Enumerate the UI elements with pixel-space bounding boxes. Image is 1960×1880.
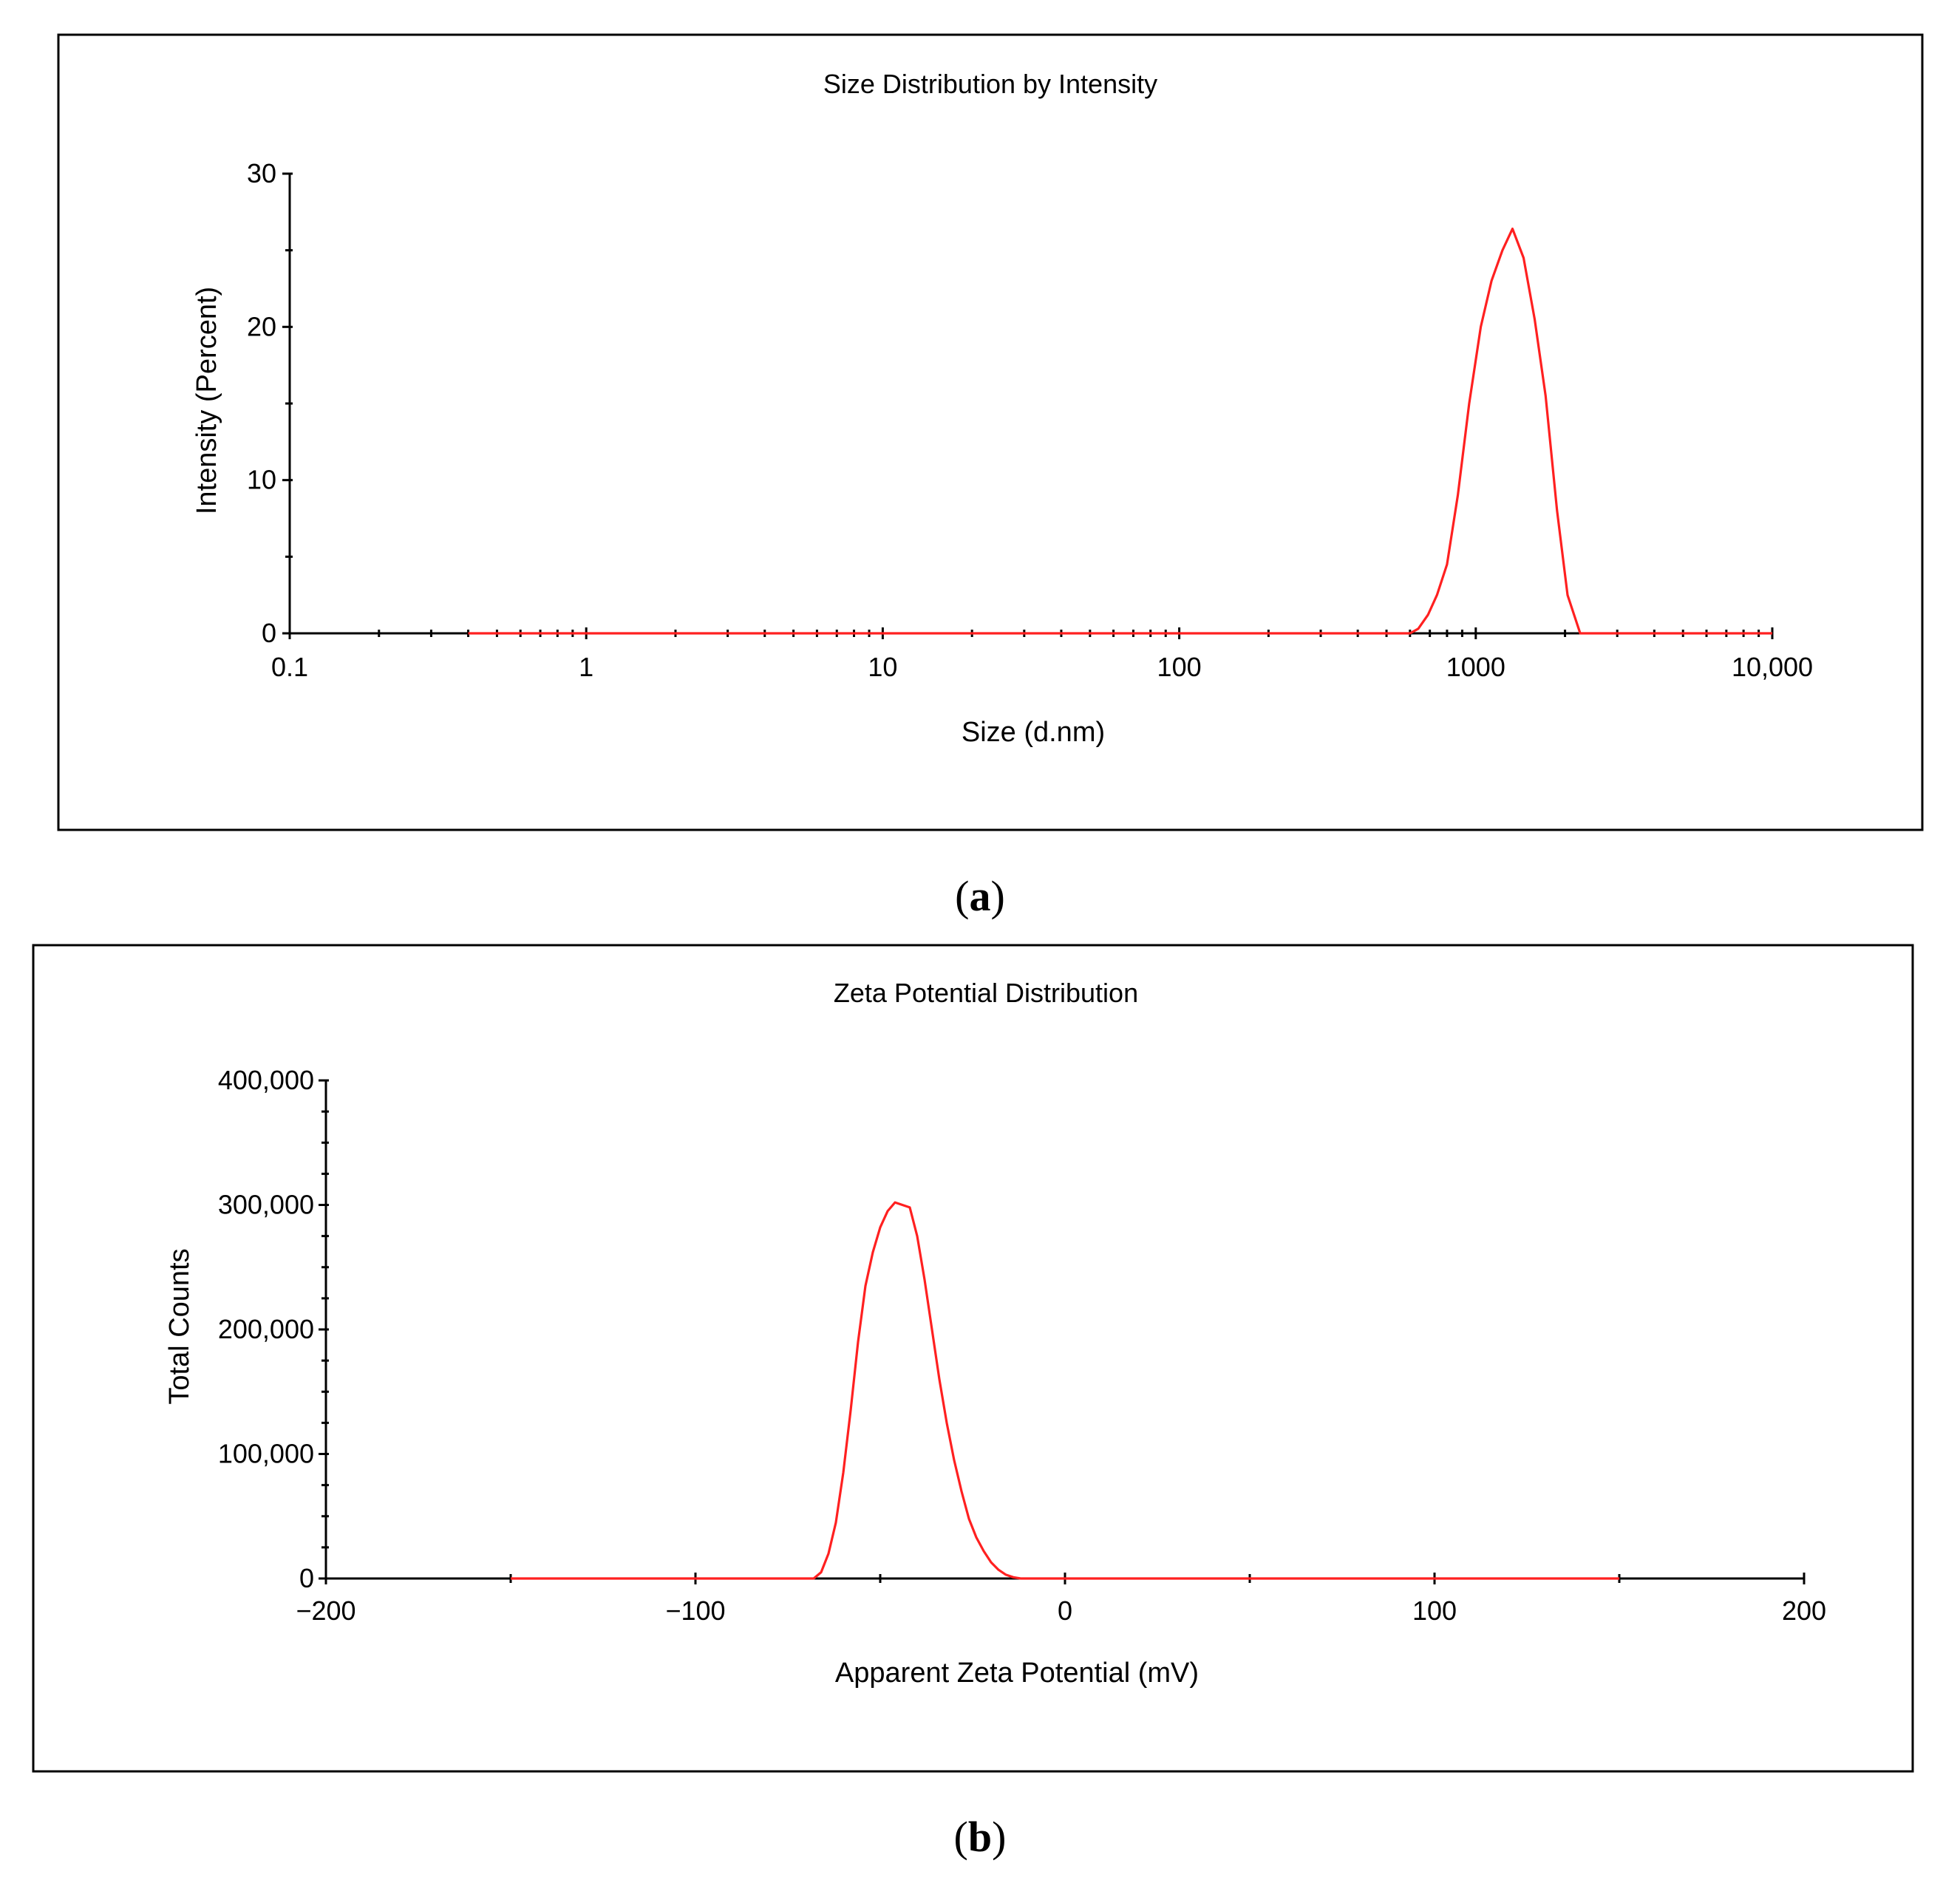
panel-b-title: Zeta Potential Distribution	[834, 978, 1138, 1008]
a-x-tick-label: 100	[1157, 652, 1202, 682]
a-y-tick-label: 0	[262, 618, 276, 648]
b-y-tick-label: 400,000	[218, 1065, 314, 1095]
panel-a-series	[468, 228, 1772, 635]
caption-a-letter: a	[970, 872, 991, 920]
b-x-tick-label: −200	[296, 1595, 355, 1626]
a-x-tick-label: 10	[868, 652, 897, 682]
a-y-tick-label: 30	[247, 158, 276, 188]
a-x-tick-label: 10,000	[1732, 652, 1813, 682]
a-series-line	[468, 228, 1772, 635]
panel-b-caption: (b)	[954, 1813, 1007, 1861]
b-x-tick-label: 0	[1058, 1595, 1072, 1626]
panel-b-frame	[32, 944, 1914, 1773]
caption-a-close: )	[991, 872, 1005, 920]
panel-b: Zeta Potential Distribution Apparent Zet…	[32, 944, 1914, 1773]
panel-a-xlabel: Size (d.nm)	[962, 717, 1105, 748]
panel-a-frame	[57, 33, 1924, 831]
b-series-line	[511, 1201, 1619, 1580]
panel-b-xlabel: Apparent Zeta Potential (mV)	[835, 1658, 1199, 1689]
a-x-tick-label: 1	[579, 652, 593, 682]
a-y-tick-label: 10	[247, 465, 276, 495]
panel-a-caption: (a)	[955, 872, 1005, 920]
panel-a-title: Size Distribution by Intensity	[823, 69, 1157, 99]
b-y-tick-label: 300,000	[218, 1190, 314, 1220]
caption-a-open: (	[955, 872, 969, 920]
b-y-tick-label: 100,000	[218, 1439, 314, 1469]
b-x-tick-label: −100	[665, 1595, 725, 1626]
b-x-tick-label: 200	[1782, 1595, 1826, 1626]
a-x-tick-label: 0.1	[271, 652, 308, 682]
caption-b-letter: b	[968, 1813, 992, 1861]
a-y-tick-label: 20	[247, 311, 276, 341]
a-x-tick-label: 1000	[1446, 652, 1505, 682]
caption-b-close: )	[992, 1813, 1006, 1861]
panel-b-series	[511, 1201, 1619, 1580]
panel-b-ylabel: Total Counts	[164, 1248, 195, 1404]
panel-a: Size Distribution by Intensity Size (d.n…	[57, 33, 1924, 831]
b-y-tick-label: 0	[299, 1563, 314, 1593]
panel-a-axes: 0.1 1 10 100 1000 10,000 0 10 20 30	[247, 158, 1813, 682]
b-x-tick-label: 100	[1412, 1595, 1457, 1626]
b-y-tick-label: 200,000	[218, 1314, 314, 1344]
caption-b-open: (	[954, 1813, 968, 1861]
panel-a-ylabel: Intensity (Percent)	[191, 287, 222, 514]
